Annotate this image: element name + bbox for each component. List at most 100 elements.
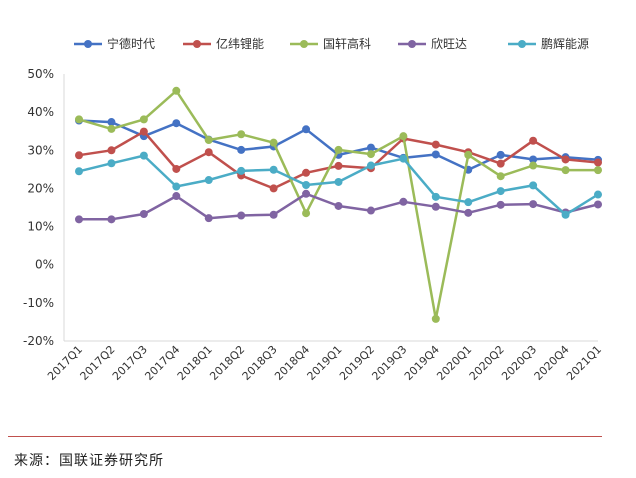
data-point	[75, 167, 83, 176]
chart-series	[75, 86, 602, 323]
legend-swatch-marker	[84, 40, 92, 48]
legend-label: 宁德时代	[107, 36, 155, 51]
data-point	[269, 165, 278, 174]
series-国轩高科	[75, 86, 602, 323]
data-point	[75, 215, 83, 224]
y-tick-label: 40%	[27, 105, 54, 119]
data-point	[366, 143, 375, 152]
data-point	[172, 119, 181, 128]
data-point	[431, 314, 440, 323]
data-point	[431, 140, 440, 149]
data-point	[172, 182, 181, 191]
legend-label: 欣旺达	[431, 37, 467, 51]
x-tick-label: 2017Q2	[77, 343, 117, 383]
data-point	[399, 132, 408, 141]
data-point	[334, 145, 343, 154]
data-point	[139, 209, 148, 218]
data-point	[237, 211, 246, 220]
data-point	[107, 146, 116, 155]
y-tick-label: -10%	[23, 296, 54, 310]
data-point	[496, 159, 505, 168]
x-tick-label: 2019Q3	[369, 343, 409, 383]
x-tick-label: 2020Q1	[434, 343, 474, 383]
y-tick-label: 10%	[27, 220, 54, 234]
data-point	[237, 166, 246, 175]
data-point	[561, 210, 570, 219]
data-point	[139, 151, 148, 160]
data-point	[334, 177, 343, 186]
series-鹏辉能源	[75, 151, 602, 219]
legend-item: 欣旺达	[398, 37, 467, 51]
y-tick-label: 20%	[27, 181, 54, 195]
data-point	[302, 189, 311, 198]
data-point	[302, 125, 311, 134]
source-divider	[8, 436, 602, 437]
data-point	[529, 136, 538, 145]
data-point	[107, 124, 116, 133]
data-point	[75, 151, 83, 160]
data-point	[334, 161, 343, 170]
x-tick-label: 2018Q3	[240, 343, 280, 383]
y-tick-label: -20%	[23, 334, 54, 348]
data-point	[139, 115, 148, 124]
legend-item: 亿纬锂能	[183, 36, 264, 51]
data-point	[204, 148, 213, 157]
data-point	[139, 127, 148, 136]
legend-label: 鹏辉能源	[541, 37, 589, 51]
data-point	[75, 115, 83, 124]
data-point	[594, 200, 602, 209]
legend-item: 鹏辉能源	[508, 37, 589, 51]
chart-axes: -20%-10%0%10%20%30%40%50%2017Q12017Q2201…	[23, 67, 604, 383]
data-point	[561, 155, 570, 164]
x-tick-label: 2019Q1	[305, 343, 345, 383]
data-point	[334, 201, 343, 210]
data-point	[237, 145, 246, 154]
data-point	[204, 176, 213, 185]
data-point	[464, 208, 473, 217]
x-tick-label: 2020Q2	[467, 343, 507, 383]
legend-item: 国轩高科	[290, 36, 371, 51]
x-tick-label: 2021Q1	[564, 343, 604, 383]
data-point	[269, 184, 278, 193]
series-亿纬锂能	[75, 127, 602, 193]
x-tick-label: 2018Q2	[207, 343, 247, 383]
legend-swatch-marker	[408, 40, 416, 48]
x-tick-label: 2018Q4	[272, 343, 312, 383]
chart-legend: 宁德时代 亿纬锂能 国轩高科 欣旺达 鹏辉能源	[74, 36, 589, 51]
x-tick-label: 2018Q1	[175, 343, 215, 383]
data-point	[529, 155, 538, 164]
source-note: 来源：国联证券研究所	[14, 453, 164, 469]
x-tick-label: 2020Q3	[499, 343, 539, 383]
legend-swatch-marker	[518, 40, 526, 48]
data-point	[496, 187, 505, 196]
legend-label: 亿纬锂能	[216, 36, 264, 51]
x-tick-label: 2017Q1	[45, 343, 85, 383]
data-point	[302, 168, 311, 177]
data-point	[172, 192, 181, 201]
data-point	[529, 181, 538, 190]
y-tick-label: 0%	[35, 258, 54, 272]
data-point	[107, 159, 116, 168]
data-point	[366, 206, 375, 215]
data-point	[464, 198, 473, 207]
data-point	[561, 166, 570, 175]
y-tick-label: 50%	[27, 67, 54, 81]
data-point	[496, 150, 505, 159]
data-point	[302, 209, 311, 218]
legend-label: 国轩高科	[323, 36, 371, 51]
data-point	[107, 118, 116, 127]
data-point	[496, 172, 505, 181]
data-point	[529, 161, 538, 170]
data-point	[594, 190, 602, 199]
x-tick-label: 2020Q4	[532, 343, 572, 383]
data-point	[302, 180, 311, 189]
data-point	[594, 166, 602, 175]
series-欣旺达	[75, 189, 602, 224]
data-point	[269, 210, 278, 219]
data-point	[269, 138, 278, 147]
data-point	[496, 200, 505, 209]
data-point	[172, 164, 181, 173]
data-point	[366, 161, 375, 170]
legend-swatch-marker	[193, 40, 201, 48]
data-point	[204, 214, 213, 223]
